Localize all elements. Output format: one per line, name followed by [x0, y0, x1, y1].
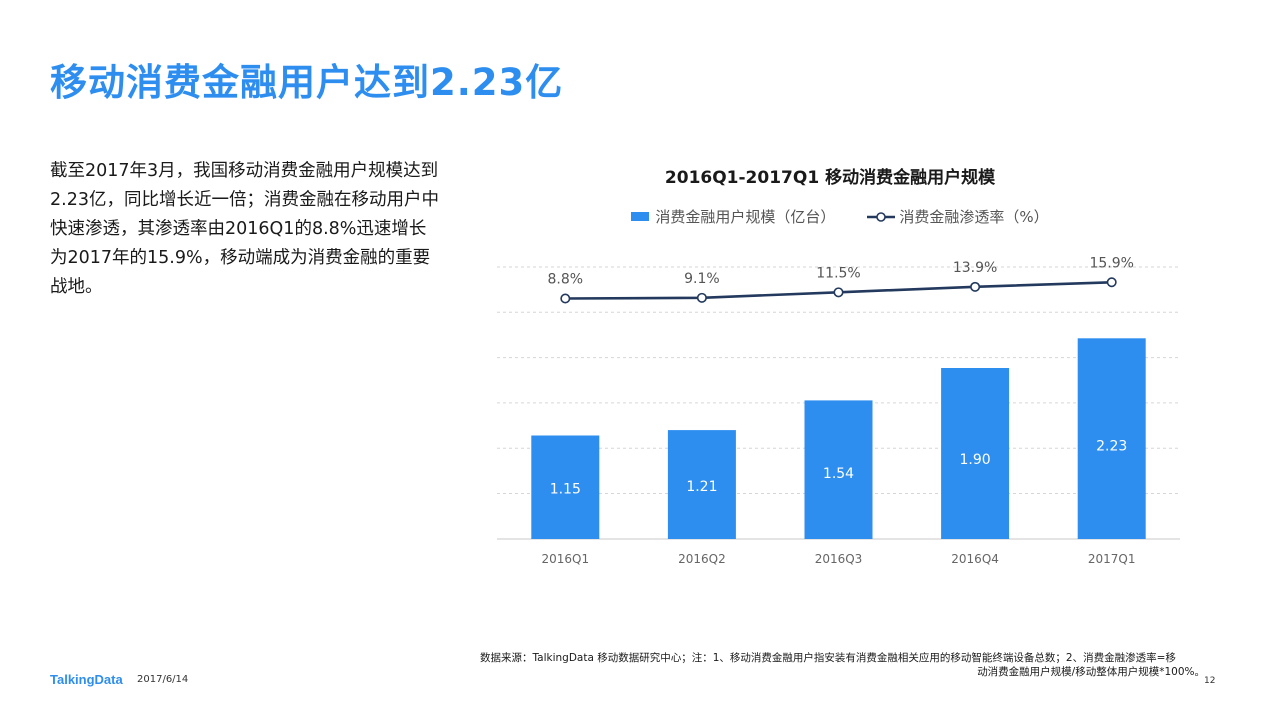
- source-line-2: 动消费金融用户规模/移动整体用户规模*100%。: [977, 666, 1205, 678]
- line-point: [1106, 277, 1117, 288]
- footer-date: 2017/6/14: [137, 674, 189, 685]
- bar-value-label: 1.90: [960, 452, 991, 468]
- chart-legend: 消费金融用户规模（亿台） 消费金融渗透率（%）: [500, 206, 1180, 227]
- bar-2017Q1: [1077, 338, 1146, 539]
- summary-text: 截至2017年3月，我国移动消费金融用户规模达到2.23亿，同比增长近一倍；消费…: [50, 161, 439, 297]
- x-tick-label: 2016Q2: [678, 552, 726, 566]
- line-point: [696, 292, 707, 303]
- legend-line-swatch: [867, 211, 896, 222]
- bar-value-label: 1.15: [550, 481, 581, 497]
- line-value-label: 8.8%: [548, 272, 584, 288]
- line-point: [833, 287, 844, 298]
- bar-value-label: 2.23: [1096, 439, 1127, 455]
- chart-title: 2016Q1-2017Q1 移动消费金融用户规模: [664, 168, 996, 188]
- bar-2016Q2: [667, 430, 736, 539]
- line-value-label: 13.9%: [953, 260, 997, 276]
- brand-logo: TalkingData: [50, 672, 123, 687]
- legend-item-bar: 消费金融用户规模（亿台）: [631, 206, 835, 227]
- bar-2016Q1: [531, 435, 600, 539]
- x-tick-label: 2016Q1: [541, 552, 589, 566]
- legend-item-line: 消费金融渗透率（%）: [867, 206, 1049, 227]
- x-tick-label: 2016Q4: [951, 552, 999, 566]
- line-value-label: 15.9%: [1089, 255, 1133, 271]
- page-number: 12: [1204, 676, 1216, 686]
- line-point: [560, 293, 571, 304]
- bar-value-label: 1.54: [823, 466, 854, 482]
- legend-line-label: 消费金融渗透率（%）: [899, 208, 1049, 226]
- x-tick-label: 2017Q1: [1088, 552, 1136, 566]
- source-footnote: 数据来源：TalkingData 移动数据研究中心；注：1、移动消费金融用户指安…: [480, 651, 1207, 679]
- page-title: 移动消费金融用户达到2.23亿: [50, 61, 564, 104]
- legend-bar-swatch: [631, 212, 650, 221]
- legend-bar-label: 消费金融用户规模（亿台）: [655, 208, 836, 226]
- bar-2016Q3: [804, 400, 873, 539]
- bar-2016Q4: [941, 368, 1010, 539]
- line-value-label: 11.5%: [816, 265, 860, 281]
- x-tick-label: 2016Q3: [815, 552, 863, 566]
- source-line-1: 数据来源：TalkingData 移动数据研究中心；注：1、移动消费金融用户指安…: [480, 652, 1176, 664]
- bar-value-label: 1.21: [686, 479, 717, 495]
- line-point: [970, 281, 981, 292]
- line-value-label: 9.1%: [684, 271, 720, 287]
